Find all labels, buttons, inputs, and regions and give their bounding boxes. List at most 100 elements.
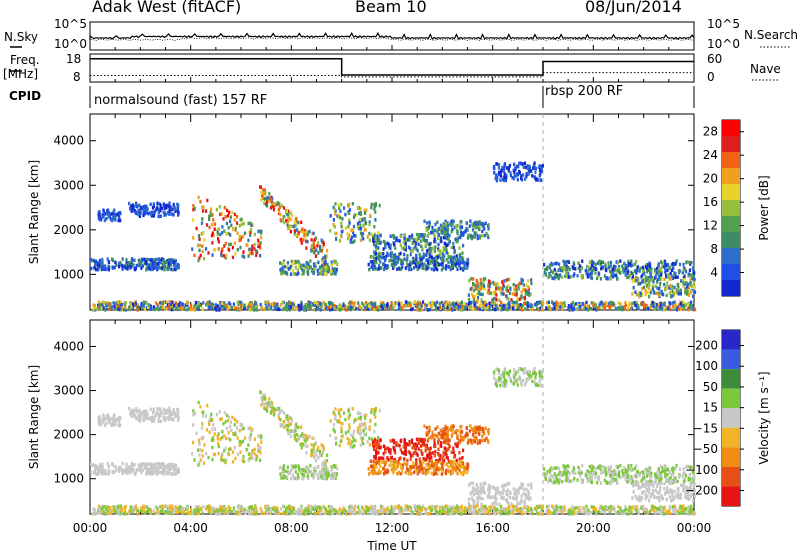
power-cell (302, 271, 305, 276)
velocity-cell (230, 428, 233, 432)
power-cell (484, 221, 487, 225)
velocity-cell (398, 462, 401, 466)
velocity-cell (440, 441, 443, 445)
power-cell (596, 261, 599, 265)
velocity-cell (470, 491, 473, 495)
velocity-cell (565, 472, 568, 476)
nsearch-max-tick: 10^5 (707, 17, 740, 31)
power-cell (630, 264, 633, 268)
power-cell (609, 260, 613, 265)
velocity-cell (547, 479, 550, 484)
power-cell (674, 275, 677, 279)
velocity-cell (665, 488, 669, 493)
power-cell (674, 262, 677, 266)
velocity-cell (592, 472, 595, 476)
power-cell (668, 286, 671, 290)
velocity-cell (433, 461, 436, 466)
velocity-cell (663, 465, 666, 470)
velocity-cell (664, 467, 668, 472)
power-cell (383, 256, 386, 260)
velocity-cell (297, 468, 300, 472)
power-cell (412, 246, 415, 251)
power-cell (518, 281, 521, 286)
velocity-cell (307, 435, 310, 440)
power-cell (488, 286, 491, 290)
power-cell (558, 266, 562, 270)
power-cell (287, 303, 290, 308)
velocity-cell (462, 448, 465, 453)
power-cell (221, 231, 224, 235)
velocity-cell (295, 438, 298, 442)
velocity-cell (308, 469, 311, 473)
velocity-cell (494, 494, 497, 498)
power-cell (130, 263, 133, 268)
velocity-cell (141, 468, 144, 473)
power-cell (371, 235, 375, 240)
time-axis-label: Time UT (366, 539, 417, 553)
power-cell (630, 276, 633, 281)
power-cell (323, 272, 326, 277)
power-cell (477, 287, 480, 291)
velocity-cell (662, 497, 665, 501)
power-cell (533, 165, 536, 170)
velocity-cell (168, 406, 171, 411)
velocity-cell (260, 403, 263, 407)
velocity-cell (396, 464, 399, 469)
power-cell (569, 275, 572, 279)
velocity-cell (599, 481, 602, 485)
velocity-cell (463, 467, 466, 472)
power-cell (105, 216, 108, 221)
velocity-cell (396, 471, 399, 476)
velocity-cell (411, 453, 414, 458)
power-cell (279, 218, 282, 222)
power-cell (259, 253, 262, 258)
power-cell (443, 227, 446, 231)
velocity-cell (390, 455, 393, 460)
power-cell (202, 256, 206, 261)
power-cell (286, 223, 289, 227)
velocity-cell (513, 375, 516, 380)
power-cell (347, 211, 351, 216)
velocity-cell (675, 463, 678, 468)
velocity-cell (573, 467, 576, 471)
velocity-cell (646, 494, 649, 499)
velocity-cell (290, 429, 293, 433)
power-cell (527, 287, 530, 291)
power-cell (288, 266, 292, 271)
power-cell (444, 233, 447, 237)
power-cell (131, 203, 134, 207)
power-cell (532, 163, 535, 167)
power-cell (606, 276, 609, 281)
velocity-cell (338, 419, 341, 423)
velocity-cell (539, 383, 543, 388)
power-cell (679, 288, 682, 292)
velocity-cell (401, 470, 404, 474)
power-cell (384, 256, 387, 261)
power-cell (661, 265, 664, 269)
power-cell (510, 298, 513, 302)
power-cell (691, 284, 694, 288)
velocity-cell (409, 457, 412, 461)
velocity-cell (649, 479, 652, 484)
velocity-cell (527, 489, 530, 494)
velocity-cell (566, 464, 569, 468)
freq-label: Freq. (10, 53, 40, 67)
power-cell (135, 263, 138, 268)
power-cell (265, 204, 269, 208)
power-cell (503, 178, 506, 183)
velocity-cell (349, 442, 352, 447)
velocity-cell (300, 446, 303, 450)
power-cell (472, 277, 475, 281)
time-tick-label: 20:00 (576, 521, 611, 535)
velocity-cell (350, 433, 353, 437)
power-cell (513, 170, 516, 174)
power-cell (418, 252, 421, 257)
power-cell (483, 227, 486, 231)
velocity-cell (629, 466, 632, 470)
power-cell (509, 291, 512, 295)
velocity-cell (499, 383, 502, 388)
power-cell (441, 261, 444, 265)
velocity-cell (589, 471, 592, 475)
power-cell (145, 266, 148, 270)
velocity-cell (691, 488, 694, 493)
